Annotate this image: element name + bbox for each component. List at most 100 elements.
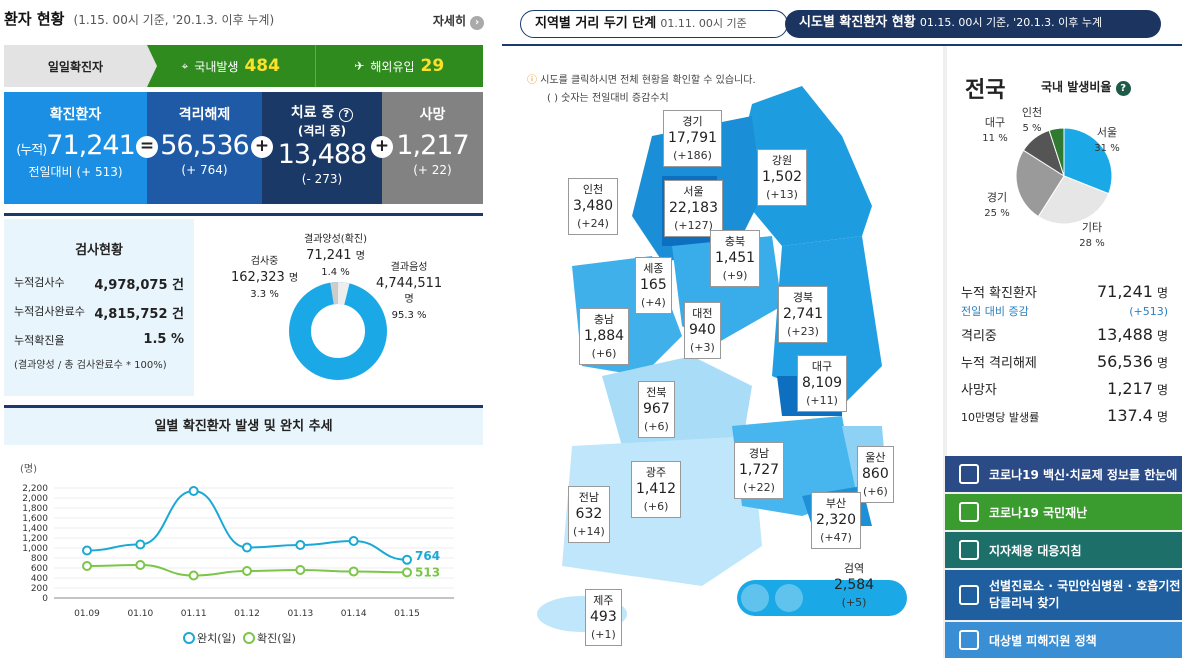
region-label-chungnam[interactable]: 충남 1,884 (+6) [579, 308, 630, 365]
region-label-chungbuk[interactable]: 충북 1,451 (+9) [710, 230, 761, 287]
legend-label: 확진(일) [257, 631, 296, 645]
help-icon[interactable]: ? [1115, 81, 1131, 96]
data-point[interactable] [402, 554, 412, 565]
status-header: 환자 현황 (1.15. 00시 기준, '20.1.3. 이후 누계) 자세히… [4, 8, 484, 38]
region-label-gyeongbuk[interactable]: 경북 2,741 (+23) [778, 286, 829, 343]
legend-marker [183, 632, 195, 644]
info-row: 누적 확진환자 71,241 명 [947, 282, 1182, 301]
pie-label-pct: 28 % [1079, 238, 1104, 249]
data-point[interactable] [242, 542, 252, 553]
clinic-finder-button[interactable]: 선별진료소 · 국민안심병원 · 호흡기전담클리닉 찾기 [945, 570, 1182, 620]
info-delta-row: 전일 대비 증감 (+513) [947, 303, 1182, 319]
pie-label-name: 대구 [985, 116, 1005, 129]
data-point[interactable] [242, 566, 252, 576]
region-label-gangwon[interactable]: 강원 1,502 (+13) [757, 149, 808, 206]
pie-label-pct: 5 % [1022, 123, 1041, 134]
info-row-unit: 명 [1156, 383, 1168, 397]
data-point[interactable] [188, 486, 199, 496]
region-label-gyeonggi[interactable]: 경기 17,791 (+186) [663, 110, 722, 167]
y-tick-label: 200 [31, 584, 48, 594]
released-card: 격리해제 56,536 (+ 764) + [147, 92, 273, 204]
region-label-busan[interactable]: 부산 2,320 (+47) [811, 492, 862, 549]
pie-label-name: 경기 [987, 191, 1007, 204]
region-label-daegu[interactable]: 대구 8,109 (+11) [797, 355, 848, 412]
tab-distancing[interactable]: 지역별 거리 두기 단계 01.11. 00시 기준 [520, 10, 788, 38]
region-label-sejong[interactable]: 세종 165 (+4) [635, 257, 672, 314]
button-label: 대상별 피해지원 정책 [989, 633, 1097, 648]
quarantine-pill[interactable] [737, 580, 907, 616]
data-point[interactable] [135, 539, 146, 550]
region-label-quarantine[interactable]: 검역 2,584 (+5) [834, 562, 875, 609]
info-row-value: 56,536 [1096, 352, 1153, 371]
region-label-ulsan[interactable]: 울산 860 (+6) [857, 446, 894, 503]
pie-slice[interactable] [1037, 175, 1110, 225]
region-label-jeonbuk[interactable]: 전북 967 (+6) [638, 381, 675, 438]
y-tick-label: 1,000 [22, 544, 48, 554]
tab-distancing-sub: 01.11. 00시 기준 [660, 17, 747, 30]
test-note: (결과양성 / 총 검사완료수 * 100%) [14, 360, 167, 371]
folder-icon [959, 630, 979, 650]
more-link[interactable]: 자세히 › [433, 12, 484, 30]
national-report-button[interactable]: 코로나19 국민재난 [945, 494, 1182, 530]
vaccine-info-button[interactable]: 코로나19 백신·치료제 정보를 한눈에 [945, 456, 1182, 492]
confirmed-value: 71,241 [46, 130, 135, 161]
test-row: 누적확진율 1.5 % [4, 332, 194, 348]
plus-icon: + [251, 136, 273, 158]
released-delta: (+ 764) [181, 163, 228, 177]
test-status-section: 검사현황 누적검사수 4,978,075 건 누적검사완료수 4,815,752 건… [4, 213, 483, 396]
map-pin-icon: ⌖ [181, 58, 189, 73]
info-row-label: 누적 확진환자 [961, 286, 1037, 301]
data-point[interactable] [348, 566, 359, 577]
info-row-unit: 명 [1156, 286, 1168, 300]
positive-unit: 명 [355, 251, 365, 262]
data-point[interactable] [295, 540, 306, 550]
info-delta-label: 전일 대비 증감 [961, 305, 1029, 318]
trend-title: 일별 확진환자 발생 및 완치 추세 [4, 408, 483, 445]
help-icon[interactable]: ? [339, 108, 354, 122]
deaths-card: 사망 1,217 (+ 22) [382, 92, 483, 204]
tab-distancing-label: 지역별 거리 두기 단계 [535, 16, 657, 31]
region-label-gwangju[interactable]: 광주 1,412 (+6) [631, 461, 682, 518]
airplane-icon: ✈ [354, 59, 365, 73]
data-point[interactable] [135, 560, 146, 570]
pie-slice[interactable] [1015, 149, 1065, 218]
positive-pct: 1.4 % [321, 267, 350, 278]
syringe-icon [959, 464, 979, 484]
pie-slice[interactable] [1063, 127, 1113, 195]
info-row-unit: 명 [1156, 356, 1168, 370]
data-point[interactable] [82, 561, 92, 571]
data-point[interactable] [402, 567, 412, 578]
pie-label-name: 기타 [1082, 221, 1102, 234]
pie-slice[interactable] [1048, 127, 1065, 177]
y-tick-label: 400 [31, 574, 48, 584]
pie-label-name: 서울 [1097, 126, 1117, 139]
info-row-value: 71,241 [1096, 282, 1153, 301]
info-row: 사망자 1,217 명 [947, 379, 1182, 398]
data-point[interactable] [348, 536, 359, 546]
region-label-jeju[interactable]: 제주 493 (+1) [585, 589, 622, 646]
confirmed-delta: 전일대비 (+ 513) [28, 165, 123, 179]
guideline-button[interactable]: 지자체용 대응지침 [945, 532, 1182, 568]
y-tick-label: 1,400 [22, 524, 48, 534]
data-point[interactable] [188, 570, 199, 581]
region-label-incheon[interactable]: 인천 3,480 (+24) [568, 178, 619, 235]
info-row-value: 1,217 [1107, 379, 1153, 398]
donut-negative-arc [289, 282, 387, 380]
tab-region-label: 시도별 확진환자 현황 [799, 15, 916, 30]
negative-unit: 명 [404, 294, 414, 305]
airport-icon [741, 584, 769, 612]
region-label-gyeongnam[interactable]: 경남 1,727 (+22) [734, 442, 785, 499]
tab-region-status[interactable]: 시도별 확진환자 현황 01.15. 00시 기준, '20.1.3. 이후 누… [785, 10, 1161, 38]
domestic-label: 국내발생 [194, 59, 239, 74]
data-point[interactable] [82, 545, 92, 556]
y-tick-label: 1,800 [22, 504, 48, 514]
support-policy-button[interactable]: 대상별 피해지원 정책 [945, 622, 1182, 658]
daily-confirmed-bar: 일일확진자 ⌖ 국내발생 484 ✈ 해외유입 29 [4, 45, 483, 87]
region-label-seoul[interactable]: 서울 22,183 (+127) [664, 180, 723, 237]
region-label-jeonnam[interactable]: 전남 632 (+14) [568, 486, 610, 543]
data-point[interactable] [295, 565, 306, 575]
region-label-daejeon[interactable]: 대전 940 (+3) [684, 302, 721, 359]
treating-label: 치료 중 [290, 105, 335, 121]
y-tick-label: 0 [42, 594, 48, 604]
right-tabs: 지역별 거리 두기 단계 01.11. 00시 기준 시도별 확진환자 현황 0… [520, 10, 1162, 40]
